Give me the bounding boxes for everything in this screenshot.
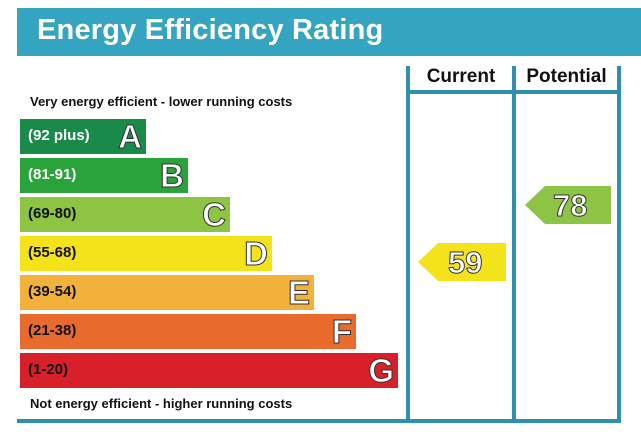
band-letter: G (368, 352, 395, 389)
title-bar: Energy Efficiency Rating (17, 8, 641, 56)
band-letter: B (160, 157, 185, 194)
band-range-label: (21-38) (28, 322, 77, 339)
rating-band-b: (81-91) B (20, 157, 188, 194)
bottom-border (17, 419, 620, 423)
band-range-label: (81-91) (28, 166, 77, 183)
top-note: Very energy efficient - lower running co… (30, 94, 293, 109)
current-column-left-border (406, 66, 410, 423)
column-divider (512, 66, 516, 423)
rating-band-f: (21-38) F (20, 313, 356, 350)
band-letter: A (118, 118, 143, 155)
band-range-label: (39-54) (28, 283, 77, 300)
current-rating-arrow (418, 243, 506, 281)
band-range-label: (55-68) (28, 244, 77, 261)
rating-band-a: (92 plus) A (20, 118, 146, 155)
rating-band-c: (69-80) C (20, 196, 230, 233)
band-range-label: (92 plus) (28, 127, 90, 144)
band-letter: E (287, 274, 310, 311)
potential-rating-value: 78 (552, 188, 588, 223)
rating-band-e: (39-54) E (20, 274, 314, 311)
rating-band-d: (55-68) D (20, 235, 272, 272)
current-rating-value: 59 (447, 245, 483, 280)
band-letter: F (331, 313, 352, 350)
chart-title: Energy Efficiency Rating (37, 14, 384, 46)
bottom-note: Not energy efficient - higher running co… (30, 396, 293, 411)
band-range-label: (1-20) (28, 361, 69, 378)
band-letter: C (202, 196, 227, 233)
potential-column-right-border (617, 66, 621, 423)
potential-rating-arrow (525, 186, 611, 224)
current-column-header: Current (426, 66, 496, 87)
potential-column-header: Potential (526, 66, 607, 87)
rating-band-g: (1-20) G (20, 352, 398, 389)
band-letter: D (244, 235, 269, 272)
band-range-label: (69-80) (28, 205, 77, 222)
